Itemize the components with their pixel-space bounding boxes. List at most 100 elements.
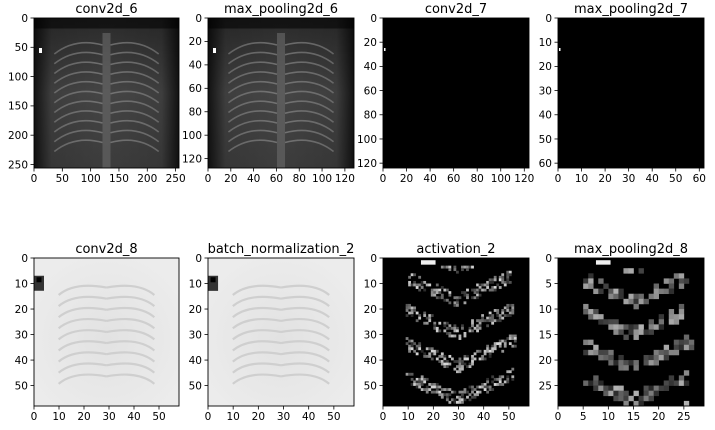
activation-cell (471, 265, 474, 269)
activation-cell (471, 390, 474, 394)
activation-cell (643, 354, 649, 361)
axes-frame (33, 257, 180, 407)
activation-cell (453, 367, 457, 371)
x-tick-label: 0 (31, 173, 38, 185)
activation-cell (613, 288, 619, 295)
activation-cell (673, 339, 680, 346)
activation-cell (588, 273, 594, 279)
activation-cell (488, 316, 492, 320)
dark-map (383, 18, 529, 168)
y-tick-label: 80 (189, 107, 202, 119)
y-tick-label: 50 (15, 380, 28, 392)
y-tick-label: 50 (15, 42, 28, 54)
activation-cell (478, 390, 482, 394)
activation-cell (463, 265, 467, 269)
activation-cell (491, 319, 495, 323)
activation-cell (643, 329, 649, 335)
activation-cell (458, 365, 462, 369)
activation-cell (618, 288, 624, 295)
activation-cell (503, 309, 507, 312)
activation-cell (443, 365, 447, 369)
activation-cell (678, 380, 685, 386)
activation-cell (643, 390, 649, 397)
activation-cell (440, 296, 444, 300)
activation-cell (673, 349, 680, 356)
activation-cell (473, 393, 477, 397)
activation-cell (501, 349, 505, 353)
activation-cell (648, 360, 654, 366)
activation-cell (415, 385, 419, 389)
activation-cell (463, 390, 467, 394)
activation-cell (423, 377, 427, 381)
activation-cell (438, 296, 442, 300)
activation-cell (488, 311, 492, 315)
activation-cell (425, 390, 429, 394)
rib-left (232, 362, 282, 374)
activation-cell (418, 283, 422, 287)
y-tick-label: 50 (364, 380, 377, 392)
rib-right (106, 373, 156, 385)
x-tick-label: 30 (622, 173, 635, 185)
activation-cell (486, 286, 490, 289)
activation-cell (435, 388, 439, 391)
activation-cell (481, 288, 484, 292)
activation-cell (438, 360, 442, 363)
activation-cell (496, 283, 500, 287)
activation-cell (483, 357, 487, 361)
activation-cell (433, 291, 437, 295)
activation-cell (410, 383, 414, 386)
activation-cell (588, 314, 594, 320)
marker-spot (213, 48, 216, 53)
activation-cell (603, 349, 609, 356)
activation-cell (423, 352, 427, 356)
activation-cell (463, 291, 467, 295)
activation-cell (415, 377, 419, 381)
activation-cell (668, 314, 675, 320)
xray-top-dark (34, 18, 179, 29)
activation-cell (463, 362, 467, 366)
activation-cell (418, 383, 422, 386)
activation-cell (643, 385, 649, 391)
y-tick-label: 10 (15, 278, 28, 290)
activation-cell (486, 344, 490, 348)
activation-cell (438, 354, 442, 358)
panel-title: max_pooling2d_7 (574, 2, 688, 17)
activation-cell (445, 332, 449, 335)
activation-cell (501, 316, 505, 320)
activation-cell (668, 319, 675, 325)
activation-cell (498, 342, 502, 346)
activation-cell (443, 362, 447, 366)
activation-cell (430, 390, 434, 394)
x-tick-label: 120 (514, 173, 534, 185)
activation-cell (433, 390, 437, 394)
activation-cell (618, 324, 624, 330)
activation-cell (496, 383, 500, 386)
activation-cell (501, 375, 505, 379)
activation-cell (443, 393, 447, 397)
activation-cell (440, 395, 444, 399)
activation-cell (476, 329, 479, 333)
activation-cell (450, 398, 454, 402)
activation-cell (445, 288, 449, 292)
activation-cell (415, 283, 419, 287)
activation-cell (478, 349, 482, 353)
activation-cell (648, 385, 654, 391)
y-tick-label: 15 (539, 329, 552, 341)
activation-cell (506, 309, 510, 312)
activation-cell (463, 398, 467, 402)
activation-cell (433, 385, 437, 389)
activation-cell (445, 395, 449, 399)
x-tick-label: 30 (102, 411, 115, 423)
activation-cell (430, 293, 434, 297)
activation-cell (413, 280, 417, 284)
activation-cell (471, 360, 474, 363)
x-tick-label: 120 (335, 173, 355, 185)
activation-cell (653, 360, 659, 366)
activation-cell (473, 395, 477, 399)
activation-cell (410, 314, 414, 317)
activation-cell (408, 347, 411, 351)
activation-cell (598, 314, 604, 320)
activation-cell (448, 268, 452, 272)
activation-cell (461, 395, 464, 399)
rib-left (57, 306, 107, 319)
